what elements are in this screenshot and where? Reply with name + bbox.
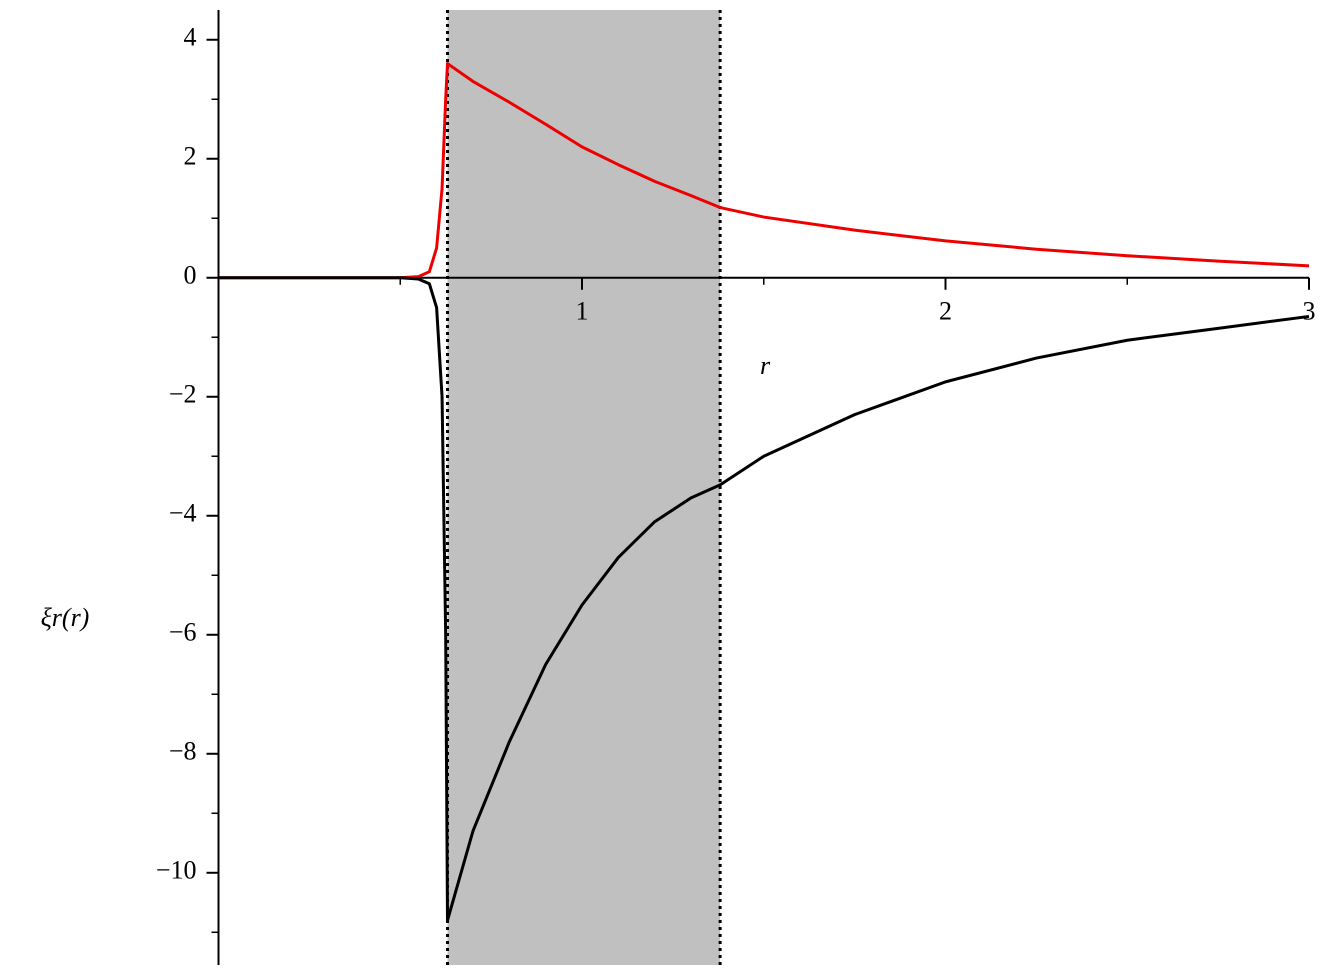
shaded-region — [447, 10, 721, 965]
y-tick-label: −6 — [169, 618, 197, 647]
x-tick-label: 1 — [576, 297, 589, 326]
x-tick-label: 3 — [1303, 297, 1316, 326]
x-axis-label: r — [760, 351, 771, 380]
y-tick-label: −2 — [169, 380, 197, 409]
x-tick-label: 2 — [939, 297, 952, 326]
y-tick-label: −4 — [169, 499, 197, 528]
y-tick-label: −10 — [156, 856, 197, 885]
y-tick-label: 0 — [184, 261, 197, 290]
y-tick-label: 2 — [184, 142, 197, 171]
series-line — [218, 276, 1310, 922]
y-axis-label: ξr(r) — [41, 603, 90, 632]
series-line — [218, 62, 1310, 280]
y-tick-label: −8 — [169, 737, 197, 766]
y-tick-label: 4 — [184, 23, 197, 52]
